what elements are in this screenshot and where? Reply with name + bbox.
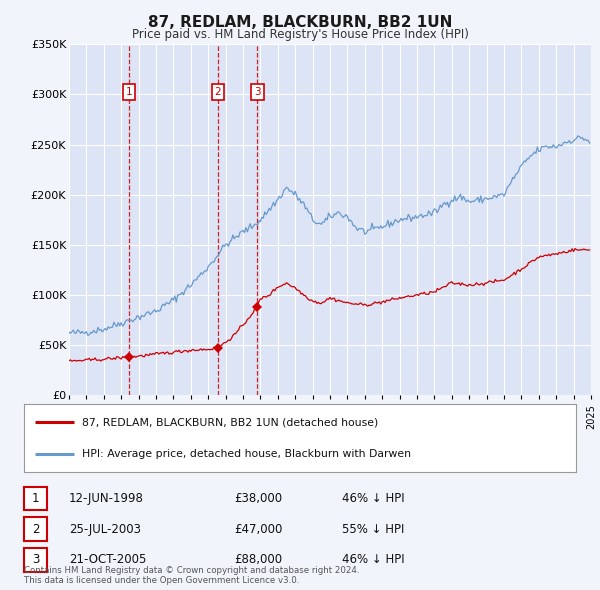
Text: 1: 1 <box>32 492 39 505</box>
Text: 21-OCT-2005: 21-OCT-2005 <box>69 553 146 566</box>
Text: 25-JUL-2003: 25-JUL-2003 <box>69 523 141 536</box>
Text: £88,000: £88,000 <box>234 553 282 566</box>
Text: 87, REDLAM, BLACKBURN, BB2 1UN: 87, REDLAM, BLACKBURN, BB2 1UN <box>148 15 452 30</box>
Text: £38,000: £38,000 <box>234 492 282 505</box>
Text: 46% ↓ HPI: 46% ↓ HPI <box>342 553 404 566</box>
Text: 2: 2 <box>215 87 221 97</box>
Text: Price paid vs. HM Land Registry's House Price Index (HPI): Price paid vs. HM Land Registry's House … <box>131 28 469 41</box>
Text: 55% ↓ HPI: 55% ↓ HPI <box>342 523 404 536</box>
Text: Contains HM Land Registry data © Crown copyright and database right 2024.
This d: Contains HM Land Registry data © Crown c… <box>24 566 359 585</box>
Text: 2: 2 <box>32 523 39 536</box>
Text: HPI: Average price, detached house, Blackburn with Darwen: HPI: Average price, detached house, Blac… <box>82 448 411 458</box>
Text: 3: 3 <box>32 553 39 566</box>
Text: £47,000: £47,000 <box>234 523 283 536</box>
Text: 46% ↓ HPI: 46% ↓ HPI <box>342 492 404 505</box>
Text: 87, REDLAM, BLACKBURN, BB2 1UN (detached house): 87, REDLAM, BLACKBURN, BB2 1UN (detached… <box>82 418 378 428</box>
Text: 3: 3 <box>254 87 260 97</box>
Text: 12-JUN-1998: 12-JUN-1998 <box>69 492 144 505</box>
Text: 1: 1 <box>126 87 133 97</box>
